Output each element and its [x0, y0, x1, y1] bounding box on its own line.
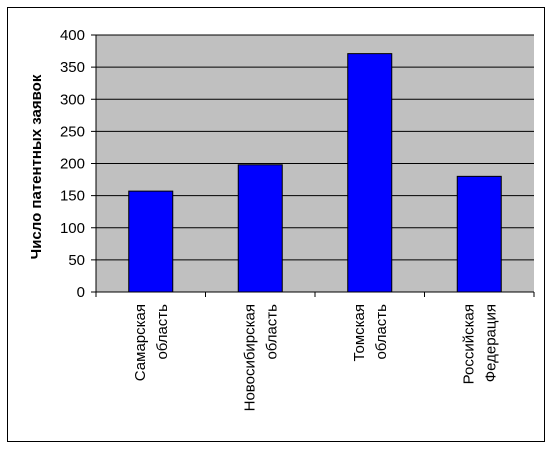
x-category-label-line: область	[263, 304, 280, 360]
y-tick-label: 100	[60, 220, 85, 237]
y-tick-label: 250	[60, 123, 85, 140]
x-category-label: Самарская область	[132, 304, 171, 381]
y-axis-label: Число патентных заявок	[28, 74, 45, 259]
bar	[456, 175, 502, 293]
x-category-label-line: Российская	[460, 304, 477, 384]
x-category-label-line: Федерация	[482, 304, 499, 382]
x-category-label-line: Томская	[351, 304, 368, 362]
y-tick-label: 350	[60, 59, 85, 76]
y-tick-label: 150	[60, 188, 85, 205]
x-category-label: Новосибирская область	[241, 304, 280, 412]
bar	[237, 164, 283, 293]
bar	[128, 190, 174, 293]
x-category-label-line: область	[154, 304, 171, 360]
x-category-label: Российская Федерация	[460, 304, 499, 384]
x-category-label-line: Новосибирская	[241, 304, 258, 411]
bar	[347, 53, 393, 293]
y-tick-label: 200	[60, 156, 85, 173]
x-category-label: Томская область	[351, 304, 390, 362]
y-tick-label: 300	[60, 91, 85, 108]
y-tick-label: 50	[68, 252, 85, 269]
y-tick-label: 0	[77, 284, 85, 301]
y-tick-label: 400	[60, 27, 85, 44]
x-category-label-line: область	[373, 304, 390, 360]
x-category-label-line: Самарская	[132, 304, 149, 381]
